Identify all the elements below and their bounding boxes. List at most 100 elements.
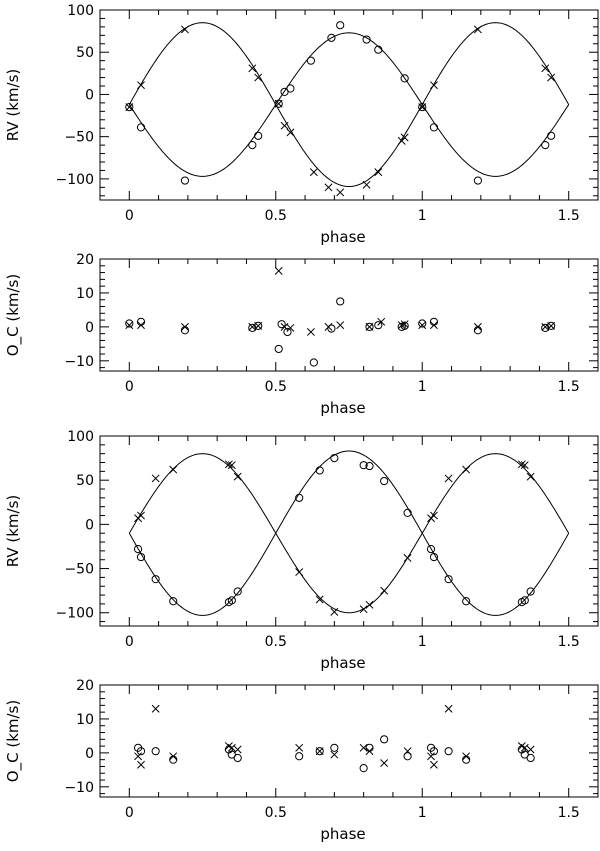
x-tick-label: 0 [125,634,134,650]
data-point-cross [429,321,438,330]
data-point-cross [365,747,374,756]
data-point-circle [403,752,412,761]
data-point-circle [274,344,283,354]
data-point-circle [365,743,374,752]
data-point-circle [133,545,143,554]
data-point-cross [547,73,556,82]
y-tick-label: 0 [85,746,94,762]
x-tick-label: 0.5 [265,208,287,224]
data-point-cross [517,460,526,469]
y-tick-label: 20 [76,252,94,268]
data-point-circle [233,753,242,763]
data-point-circle [295,752,304,761]
data-point-cross [151,474,160,483]
data-point-cross [180,25,189,34]
x-tick-label: 1 [418,379,427,395]
model-curve-1 [128,453,570,614]
data-point-cross [324,183,333,192]
y-tick-label: −100 [56,172,94,188]
data-point-cross [429,81,438,90]
data-point-circle [125,103,134,112]
data-point-circle [336,297,345,306]
data-point-cross [134,752,143,761]
data-point-circle [295,493,304,502]
rv-panel-system-2: 0 0.5 1 1.5 −100 −50 0 50 100 phase RV (km/s) [4,429,599,672]
model-curve-1 [128,22,570,187]
data-point-circle [330,453,339,463]
y-axis-label: O_C (km/s) [4,274,23,356]
data-point-circle [403,508,412,517]
data-point-circle [418,103,427,112]
data-point-cross [462,465,471,474]
y-tick-label: 50 [76,473,94,489]
data-point-cross [365,600,374,609]
data-point-circle [429,747,439,756]
plot-frame [99,9,599,201]
x-tick-label: 0 [125,379,134,395]
data-point-cross [520,743,529,752]
data-point-circle [429,317,439,326]
data-point-cross [400,320,409,329]
data-point-circle [283,327,292,337]
data-point-cross [295,568,304,577]
data-point-cross [429,760,438,769]
data-point-circle [362,35,371,44]
y-tick-label: 10 [76,286,94,302]
data-point-cross [233,472,242,481]
data-point-cross [224,460,233,469]
data-point-cross [286,128,295,137]
data-point-circle [136,123,146,132]
data-point-circle [125,319,134,328]
data-point-circle [365,322,374,331]
data-point-circle [136,552,146,562]
data-point-cross [418,103,427,112]
x-tick-label: 0.5 [265,634,287,650]
data-point-cross [137,511,145,520]
data-point-circle [315,747,324,756]
y-tick-label: 100 [67,3,94,19]
x-tick-label: 0.5 [265,379,287,395]
data-point-cross [397,321,406,330]
y-tick-label: 0 [85,87,94,103]
data-point-circle [180,176,190,185]
data-point-cross [473,322,482,331]
data-point-circle [254,131,263,140]
data-point-circle [151,747,160,756]
data-point-circle [277,320,286,329]
data-point-cross [274,266,283,275]
data-point-circle [136,747,146,756]
model-curve-2 [128,450,570,616]
data-point-circle [365,461,374,471]
y-tick-label: 20 [76,678,94,694]
data-point-circle [547,131,556,140]
data-point-cross [380,759,389,768]
data-point-cross [137,760,145,769]
data-point-circle [169,755,178,764]
x-tick-label: 1 [418,634,427,650]
plot-frame [99,435,599,627]
data-point-circle [359,764,368,773]
data-point-circle [429,123,439,132]
data-point-circle [444,575,453,584]
data-point-circle [429,552,439,562]
data-point-circle [541,141,550,150]
data-point-circle [274,99,283,108]
data-point-circle [473,326,482,335]
data-point-cross [427,752,435,761]
y-tick-label: −50 [64,130,94,146]
data-point-cross [330,607,339,616]
residual-panel-system-2: 0 0.5 1 1.5 −10 0 10 20 phase O_C (km/s) [4,678,599,843]
data-point-cross [315,747,324,756]
data-point-cross [227,743,236,752]
data-point-circle [169,597,178,606]
data-point-cross [418,321,427,330]
data-point-circle [526,587,535,596]
data-point-cross [274,99,283,108]
data-point-circle [327,324,336,333]
data-point-circle [327,33,336,42]
plot-frame [99,258,599,372]
data-point-circle [400,74,409,83]
data-point-cross [306,328,315,336]
data-point-cross [541,64,550,73]
x-tick-label: 0.5 [265,805,287,821]
